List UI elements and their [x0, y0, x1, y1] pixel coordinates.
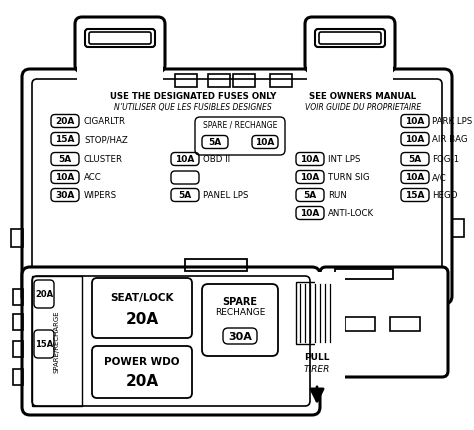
Bar — [390, 317, 420, 331]
Bar — [315, 272, 345, 390]
Text: 5A: 5A — [303, 191, 317, 200]
Bar — [13, 369, 23, 385]
FancyBboxPatch shape — [22, 267, 320, 415]
Text: CIGARLTR: CIGARLTR — [84, 117, 126, 126]
FancyBboxPatch shape — [305, 18, 395, 73]
Text: PARK LPS: PARK LPS — [432, 117, 472, 126]
Text: 10A: 10A — [301, 209, 319, 218]
Text: SPARE: SPARE — [222, 296, 257, 306]
Text: INT LPS: INT LPS — [328, 155, 360, 164]
Text: AIR BAG: AIR BAG — [432, 135, 468, 144]
Text: 15A: 15A — [405, 191, 425, 200]
Bar — [13, 289, 23, 305]
Bar — [208, 75, 230, 88]
Text: 30A: 30A — [55, 191, 75, 200]
Text: 5A: 5A — [209, 138, 222, 147]
Text: HEGO: HEGO — [432, 191, 457, 200]
FancyBboxPatch shape — [315, 30, 385, 48]
Text: 5A: 5A — [409, 155, 422, 164]
Text: RUN: RUN — [328, 191, 347, 200]
Text: 5A: 5A — [58, 155, 72, 164]
Bar — [77, 69, 163, 89]
Text: 10A: 10A — [255, 138, 275, 147]
Bar — [335, 269, 393, 280]
Bar — [32, 276, 82, 406]
Bar — [175, 75, 197, 88]
FancyBboxPatch shape — [89, 33, 151, 45]
Text: SPARE / RECHANGE: SPARE / RECHANGE — [203, 120, 277, 129]
Text: RECHANGE: RECHANGE — [215, 308, 265, 317]
FancyBboxPatch shape — [320, 267, 448, 377]
Bar — [11, 230, 23, 247]
Text: SEE OWNERS MANUAL: SEE OWNERS MANUAL — [310, 92, 417, 101]
Text: 30A: 30A — [228, 331, 252, 341]
Text: USE THE DESIGNATED FUSES ONLY: USE THE DESIGNATED FUSES ONLY — [110, 92, 276, 101]
Text: 20A: 20A — [55, 117, 75, 126]
Bar — [307, 69, 393, 89]
Text: 5A: 5A — [178, 191, 191, 200]
Text: N’UTILISER QUE LES FUSIBLES DESIGNES: N’UTILISER QUE LES FUSIBLES DESIGNES — [114, 103, 272, 112]
Text: 20A: 20A — [126, 374, 159, 389]
Text: 20A: 20A — [35, 290, 53, 299]
Text: 10A: 10A — [301, 155, 319, 164]
Text: CLUSTER: CLUSTER — [84, 155, 123, 164]
Text: FOG-1: FOG-1 — [432, 155, 459, 164]
Text: ANTI-LOCK: ANTI-LOCK — [328, 209, 374, 218]
Bar — [13, 341, 23, 357]
Bar — [13, 314, 23, 330]
FancyBboxPatch shape — [75, 18, 165, 73]
Text: 15A: 15A — [35, 340, 53, 349]
FancyBboxPatch shape — [85, 30, 155, 48]
Text: 10A: 10A — [405, 135, 425, 144]
Bar — [270, 75, 292, 88]
Text: 10A: 10A — [405, 117, 425, 126]
Text: POWER WDO: POWER WDO — [104, 356, 180, 366]
Text: TIRER: TIRER — [304, 365, 330, 374]
Text: 10A: 10A — [175, 155, 195, 164]
Text: PANEL LPS: PANEL LPS — [203, 191, 248, 200]
Text: SEAT/LOCK: SEAT/LOCK — [110, 292, 174, 302]
Text: SPARE/RECHARGE: SPARE/RECHARGE — [54, 310, 60, 372]
Text: STOP/HAZ: STOP/HAZ — [84, 135, 128, 144]
Bar — [296, 283, 338, 344]
Text: 20A: 20A — [126, 312, 159, 327]
Text: 10A: 10A — [301, 173, 319, 182]
Text: A/C: A/C — [432, 173, 447, 182]
FancyBboxPatch shape — [22, 70, 452, 304]
Bar — [233, 75, 255, 88]
FancyBboxPatch shape — [319, 33, 381, 45]
Text: 10A: 10A — [55, 173, 75, 182]
Text: TURN SIG: TURN SIG — [328, 173, 370, 182]
Text: VOIR GUIDE DU PROPRIETAIRE: VOIR GUIDE DU PROPRIETAIRE — [305, 103, 421, 112]
Text: 10A: 10A — [405, 173, 425, 182]
Text: PULL: PULL — [304, 353, 330, 362]
Text: ACC: ACC — [84, 173, 102, 182]
Text: 15A: 15A — [55, 135, 75, 144]
Bar — [345, 317, 375, 331]
Text: WIPERS: WIPERS — [84, 191, 117, 200]
Bar — [185, 259, 247, 271]
Text: OBD II: OBD II — [203, 155, 230, 164]
Bar — [452, 219, 464, 237]
